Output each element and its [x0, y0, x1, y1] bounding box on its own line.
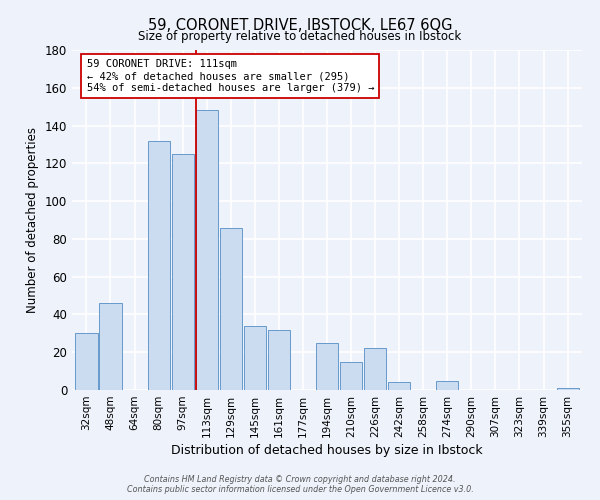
Bar: [388, 382, 410, 390]
Bar: [76, 334, 98, 390]
Bar: [316, 343, 338, 390]
Bar: [220, 228, 242, 390]
Bar: [244, 326, 266, 390]
Bar: [268, 330, 290, 390]
X-axis label: Distribution of detached houses by size in Ibstock: Distribution of detached houses by size …: [171, 444, 483, 457]
Bar: [172, 154, 194, 390]
Text: 59 CORONET DRIVE: 111sqm
← 42% of detached houses are smaller (295)
54% of semi-: 59 CORONET DRIVE: 111sqm ← 42% of detach…: [86, 60, 374, 92]
Bar: [557, 388, 578, 390]
Text: Contains HM Land Registry data © Crown copyright and database right 2024.
Contai: Contains HM Land Registry data © Crown c…: [127, 474, 473, 494]
Bar: [364, 348, 386, 390]
Y-axis label: Number of detached properties: Number of detached properties: [26, 127, 39, 313]
Text: 59, CORONET DRIVE, IBSTOCK, LE67 6QG: 59, CORONET DRIVE, IBSTOCK, LE67 6QG: [148, 18, 452, 32]
Bar: [340, 362, 362, 390]
Bar: [196, 110, 218, 390]
Bar: [436, 380, 458, 390]
Bar: [148, 140, 170, 390]
Bar: [100, 303, 122, 390]
Text: Size of property relative to detached houses in Ibstock: Size of property relative to detached ho…: [139, 30, 461, 43]
